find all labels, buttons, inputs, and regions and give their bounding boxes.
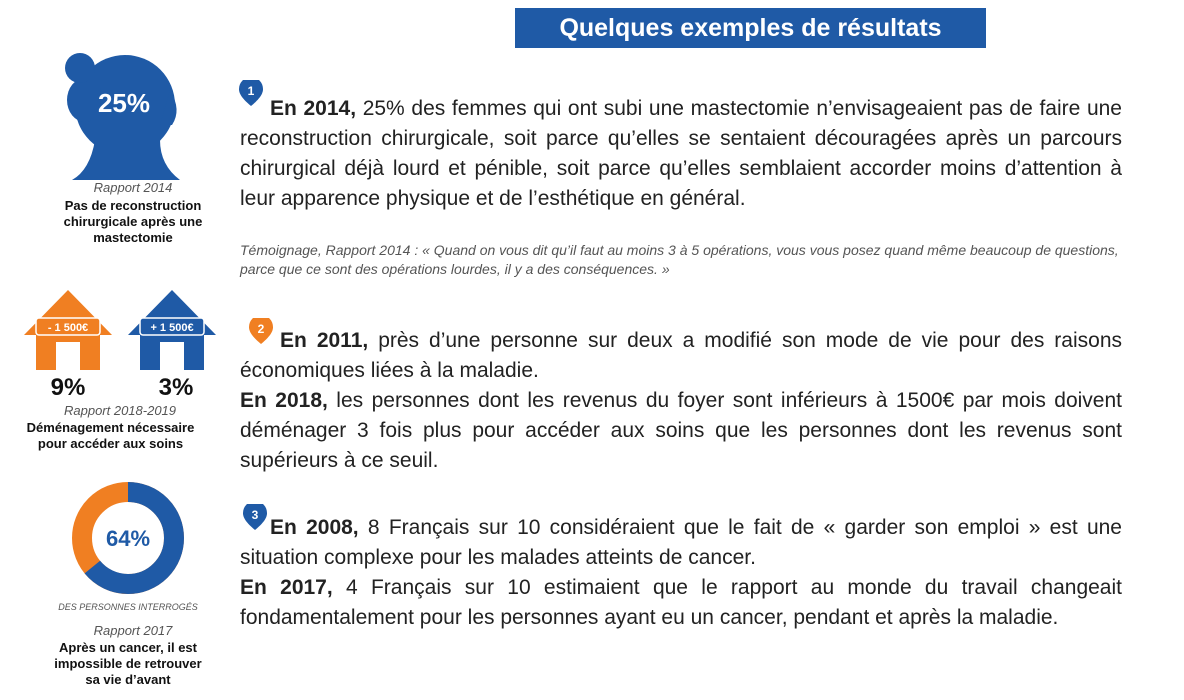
text: 8 Français sur 10 considéraient que le f… [240,516,1122,569]
house-tag: + 1 500€ [150,322,193,334]
bullet-number: 3 [252,508,259,522]
donut-arc [72,482,184,594]
figure-label: 64% [106,526,150,551]
text: les personnes dont les revenus du foyer … [240,389,1122,472]
house-icon [128,290,216,370]
bullet-number: 1 [248,84,255,98]
testimony: Témoignage, Rapport 2014 : « Quand on vo… [240,242,1119,277]
bullet: 3 [243,504,267,530]
house-tag: - 1 500€ [48,322,88,334]
source: Rapport 2017 [93,623,173,638]
bullet-number: 2 [258,322,265,336]
paragraph-block: En 2014, 25% des femmes qui ont subi une… [240,94,1122,214]
paragraph: En 2008, 8 Français sur 10 considéraient… [240,513,1122,573]
house-label: 9% [51,374,86,401]
title: Quelques exemples de résultats [515,8,986,48]
woman-icon [65,53,180,180]
paragraph: En 2017, 4 Français sur 10 estimaient qu… [240,573,1122,633]
text: près d’une personne sur deux a modifié s… [240,329,1122,382]
figure-note: DES PERSONNES INTERROGÉS [58,602,198,612]
text: 25% des femmes qui ont subi une mastecto… [240,97,1122,210]
lead: En 2008, [270,516,359,539]
caption: Pas de reconstruction chirurgicale après… [63,198,203,245]
caption: Après un cancer, il est impossible de re… [54,640,202,687]
lead: En 2014, [270,97,357,120]
paragraph-block: En 2011, près d’une personne sur deux a … [240,326,1122,476]
figures: 25% - 1 500€ + 1 500€ 9% 3% 64% DES PERS… [24,53,216,612]
lead: En 2017, [240,576,333,599]
caption: Déménagement nécessaire pour accéder aux… [26,420,195,451]
bullet: 1 [239,80,263,106]
paragraph: En 2011, près d’une personne sur deux a … [240,326,1122,386]
figure-label: 25% [98,88,150,118]
bullet: 2 [249,318,273,344]
paragraph: En 2014, 25% des femmes qui ont subi une… [240,94,1122,214]
lead: En 2011, [280,329,369,352]
lead: En 2018, [240,389,328,412]
text: 4 Français sur 10 estimaient que le rapp… [240,576,1122,629]
paragraph: En 2018, les personnes dont les revenus … [240,386,1122,476]
source: Rapport 2014 [93,180,173,195]
source: Rapport 2018-2019 [63,403,177,418]
house-icon [24,290,112,370]
house-label: 3% [159,374,194,401]
paragraph-block: En 2008, 8 Français sur 10 considéraient… [240,513,1122,633]
